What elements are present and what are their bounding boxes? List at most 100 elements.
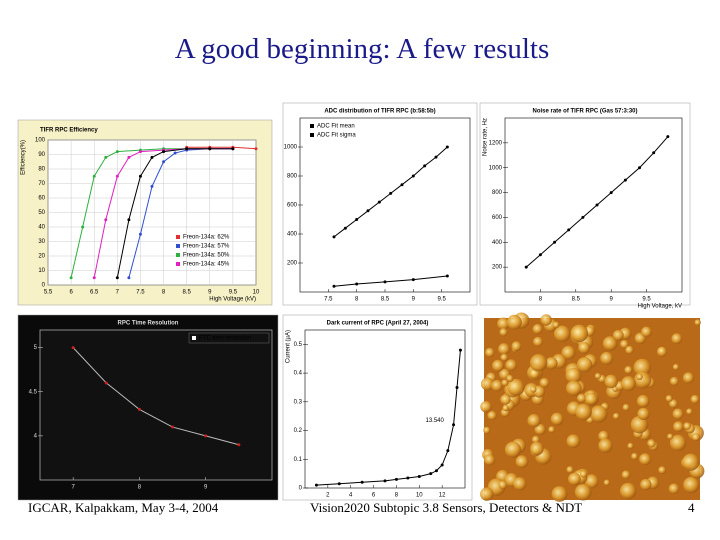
data-point xyxy=(355,218,359,221)
data-point xyxy=(383,280,387,284)
data-point xyxy=(138,232,142,236)
afm-grain xyxy=(500,394,511,405)
afm-grain xyxy=(692,433,700,442)
legend-swatch xyxy=(310,133,314,137)
x-tick-label: 9 xyxy=(412,297,416,303)
data-point xyxy=(127,218,131,222)
x-tick-label: 6 xyxy=(69,290,73,296)
afm-grain xyxy=(513,477,527,491)
data-point xyxy=(445,145,449,149)
afm-grain xyxy=(540,314,552,326)
afm-grain xyxy=(480,377,494,391)
afm-grain xyxy=(673,421,684,433)
x-tick-label: 9.5 xyxy=(437,297,446,303)
legend-box xyxy=(188,332,270,344)
x-tick-label: 9 xyxy=(610,297,614,303)
afm-grain xyxy=(527,414,541,428)
data-point xyxy=(231,147,235,151)
data-point xyxy=(411,278,415,282)
afm-grain xyxy=(694,319,701,326)
y-tick-label: 400 xyxy=(287,232,298,238)
x-tick-label: 8.5 xyxy=(381,297,390,303)
afm-grain xyxy=(683,422,692,430)
afm-grain xyxy=(669,434,687,452)
y-tick-label: 100 xyxy=(35,138,46,144)
afm-grains xyxy=(480,312,705,502)
legend-label: Freon-134a: 62% xyxy=(183,235,230,241)
afm-grain xyxy=(530,386,537,393)
afm-grain xyxy=(682,453,700,471)
legend-swatch xyxy=(176,235,180,239)
data-point xyxy=(332,235,336,239)
x-tick-label: 8 xyxy=(539,297,543,303)
afm-grain xyxy=(507,378,525,396)
afm-grain xyxy=(669,376,679,386)
data-point xyxy=(237,443,241,447)
afm-grain xyxy=(672,408,684,420)
slide-title: A good beginning: A few results xyxy=(175,33,550,65)
y-tick-label: 1000 xyxy=(489,165,503,171)
afm-grain xyxy=(637,407,650,421)
data-point xyxy=(567,228,571,232)
afm-grain xyxy=(566,434,581,449)
data-point xyxy=(638,166,642,170)
y-axis-label: Current (µA) xyxy=(286,330,292,363)
x-tick-label: 8.5 xyxy=(572,297,581,303)
x-tick-label: 7 xyxy=(116,290,120,296)
afm-grain xyxy=(639,453,652,466)
data-point xyxy=(553,240,557,244)
data-point xyxy=(383,479,387,483)
legend-swatch xyxy=(310,124,314,128)
x-axis-label: High Voltage (kV) xyxy=(209,297,256,303)
x-tick-label: 9 xyxy=(204,485,208,491)
data-point xyxy=(609,191,613,195)
y-tick-label: 70 xyxy=(38,181,45,187)
afm-grain xyxy=(480,487,494,501)
afm-grain xyxy=(665,395,673,403)
plot-area xyxy=(504,117,683,293)
data-point xyxy=(524,265,528,269)
data-point xyxy=(455,385,459,389)
afm-grain xyxy=(576,393,587,403)
data-point xyxy=(92,276,96,280)
afm-grain xyxy=(480,400,492,413)
afm-grain xyxy=(636,394,650,408)
plot-area xyxy=(304,329,466,489)
afm-grain xyxy=(683,476,700,494)
panel-title: Noise rate of TIFR RPC (Gas 57:3:30) xyxy=(532,109,637,115)
data-point xyxy=(538,253,542,257)
series-line xyxy=(72,347,239,446)
data-point xyxy=(366,209,370,213)
afm-grain xyxy=(602,336,618,351)
afm-grain xyxy=(621,470,631,480)
afm-grain xyxy=(499,328,508,337)
y-tick-label: 0.5 xyxy=(294,342,303,348)
afm-grain xyxy=(532,323,543,335)
data-point xyxy=(127,155,131,159)
afm-grain xyxy=(506,314,522,330)
afm-grain xyxy=(658,466,666,474)
legend-label: Freon-134a: 50% xyxy=(183,253,230,259)
afm-grain xyxy=(672,363,680,371)
data-point xyxy=(71,346,75,350)
afm-grain xyxy=(566,466,574,474)
afm-grain xyxy=(579,470,588,478)
data-point xyxy=(137,407,141,411)
afm-grain xyxy=(551,486,568,502)
afm-grain xyxy=(550,412,564,426)
panel-title: RPC Time Resolution xyxy=(118,321,179,327)
x-tick-label: 12 xyxy=(439,493,446,499)
x-tick-label: 8 xyxy=(355,297,359,303)
y-tick-label: 0.1 xyxy=(294,457,303,463)
afm-grain xyxy=(667,433,674,440)
afm-grain xyxy=(620,339,629,349)
y-axis-label: Efficiency(%) xyxy=(21,140,27,175)
y-tick-label: 20 xyxy=(38,254,45,260)
data-point xyxy=(115,174,119,178)
data-point xyxy=(138,150,142,154)
afm-grain xyxy=(492,359,505,372)
afm-grain xyxy=(539,377,550,388)
afm-grain xyxy=(636,373,643,381)
afm-grain xyxy=(501,379,509,387)
